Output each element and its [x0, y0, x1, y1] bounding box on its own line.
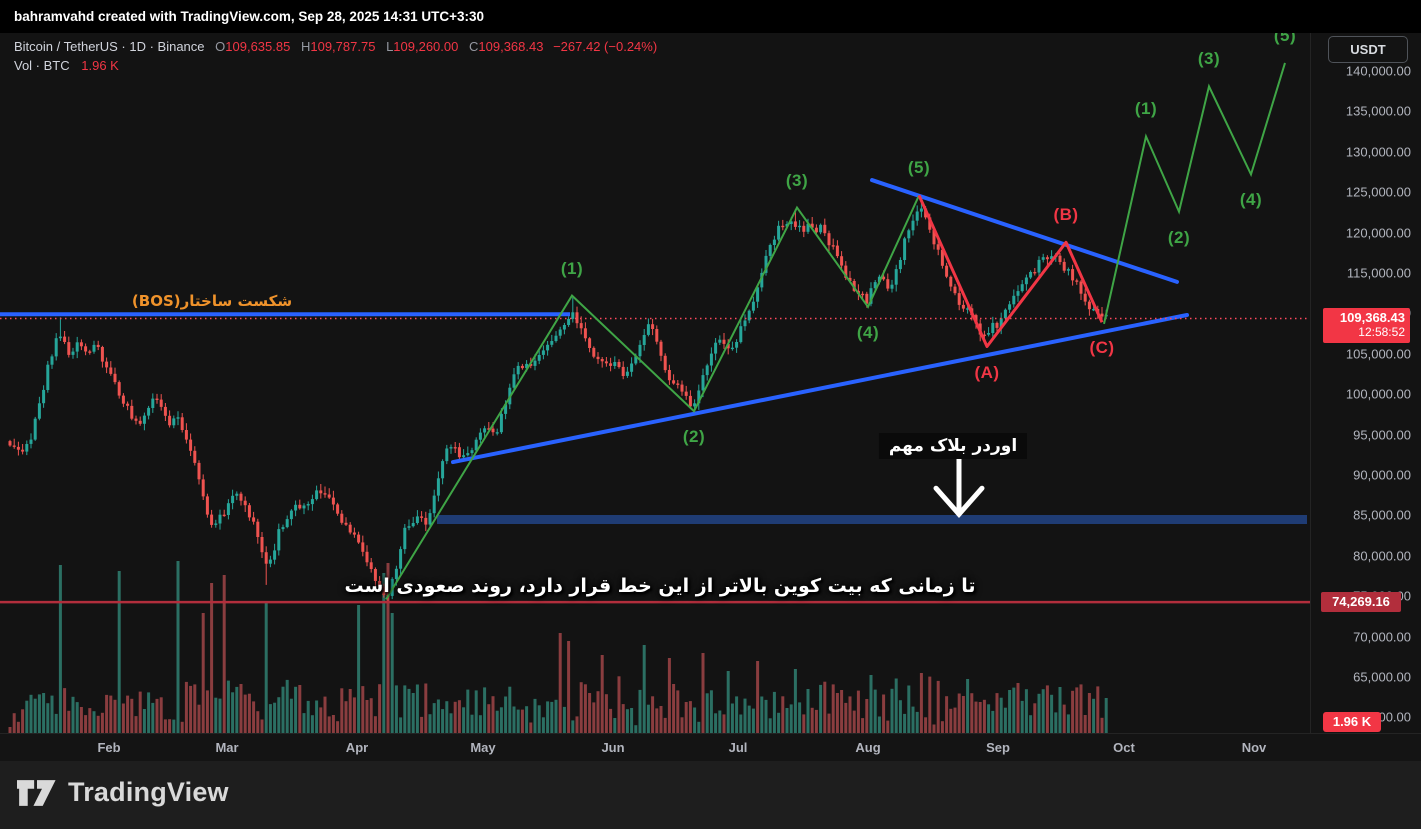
change-value: −267.42 (−0.24%)	[553, 39, 658, 54]
time-axis-label-sep: Sep	[986, 740, 1010, 755]
price-tick: 125,000.00	[1345, 184, 1411, 200]
volume-value-label: 1.96 K	[1323, 712, 1381, 732]
price-tick: 80,000.00	[1353, 548, 1411, 564]
price-tick: 100,000.00	[1345, 386, 1411, 402]
footer-bar: TradingView	[0, 761, 1421, 829]
wave-label-impulse-4: (4)	[856, 322, 880, 342]
down-arrow-icon	[933, 451, 985, 518]
price-tick: 65,000.00	[1353, 669, 1411, 685]
wave-label-projection-1: (1)	[1134, 99, 1158, 119]
time-axis-label-jul: Jul	[728, 740, 748, 755]
tradingview-brand-text: TradingView	[68, 777, 229, 807]
price-tick: 130,000.00	[1345, 144, 1411, 160]
wave-label-projection-4: (4)	[1239, 190, 1263, 210]
wave-label-correction-C: (C)	[1089, 338, 1115, 358]
ohlc-close-value: 109,368.43	[478, 39, 544, 54]
last-price-value: 109,368.43	[1339, 309, 1405, 325]
candlestick-chart[interactable]	[0, 33, 1310, 733]
symbol-title[interactable]: Bitcoin / TetherUS · 1D · Binance	[14, 39, 205, 54]
ohlc-open-letter: O	[215, 39, 226, 54]
wave-label-correction-A: (A)	[974, 362, 1000, 382]
price-axis[interactable]: USDT 140,000.00 135,000.00 130,000.00 125,0…	[1310, 33, 1421, 733]
price-tick: 135,000.00	[1345, 103, 1411, 119]
time-axis-label-feb: Feb	[97, 740, 121, 755]
ohlc-open-value: 109,635.85	[225, 39, 291, 54]
ohlc-high-value: 109,787.75	[310, 39, 376, 54]
tradingview-brand[interactable]: TradingView	[17, 777, 229, 808]
ohlc-high-letter: H	[300, 39, 311, 54]
ohlc-close-letter: C	[469, 39, 479, 54]
wave-label-projection-2: (2)	[1167, 227, 1191, 247]
price-tick: 115,000.00	[1346, 265, 1411, 281]
chart-pane[interactable]: Bitcoin / TetherUS · 1D · Binance O109,6…	[0, 33, 1310, 733]
time-axis-label-may: May	[470, 740, 496, 755]
ohlc-low-letter: L	[386, 39, 394, 54]
support-level-label: 74,269.16	[1321, 592, 1401, 613]
price-tick: 105,000.00	[1345, 346, 1411, 362]
order-block-annotation[interactable]: اوردر بلاک مهم	[878, 433, 1028, 460]
price-tick: 120,000.00	[1345, 225, 1411, 241]
price-tick: 140,000.00	[1345, 63, 1411, 79]
wave-label-projection-3: (3)	[1197, 49, 1221, 69]
wave-label-projection-5: (5)	[1273, 33, 1297, 45]
wave-label-impulse-3: (3)	[785, 170, 809, 190]
price-tick: 85,000.00	[1353, 507, 1411, 523]
volume-indicator-label[interactable]: Vol · BTC	[14, 58, 70, 73]
wave-label-impulse-5: (5)	[907, 158, 931, 178]
time-axis-label-aug: Aug	[855, 740, 881, 755]
time-axis-label-apr: Apr	[345, 740, 369, 755]
bos-annotation[interactable]: شکست ساختار(BOS)	[131, 292, 293, 311]
time-axis-label-nov: Nov	[1241, 740, 1267, 755]
last-price-label: 109,368.43 12:58:52	[1323, 307, 1410, 343]
tradingview-logo-icon	[17, 779, 56, 806]
price-tick: 70,000.00	[1353, 629, 1411, 645]
bar-countdown: 12:58:52	[1358, 324, 1405, 339]
time-axis-label-mar: Mar	[215, 740, 239, 755]
trend-annotation[interactable]: تا زمانی که بیت کوین بالاتر از این خط قر…	[344, 575, 976, 598]
wave-label-impulse-1: (1)	[560, 258, 584, 278]
time-axis-label-oct: Oct	[1113, 740, 1135, 755]
wave-label-impulse-2: (2)	[682, 427, 706, 447]
price-tick: 95,000.00	[1353, 427, 1411, 443]
time-axis-label-jun: Jun	[601, 740, 625, 755]
symbol-legend: Bitcoin / TetherUS · 1D · Binance O109,6…	[14, 39, 657, 73]
time-axis[interactable]: Feb Mar Apr May Jun Jul Aug Sep Oct Nov	[0, 733, 1421, 761]
ohlc-low-value: 109,260.00	[393, 39, 459, 54]
currency-toggle-button[interactable]: USDT	[1328, 36, 1408, 63]
volume-indicator-value: 1.96 K	[81, 58, 119, 73]
attribution-bar: bahramvahd created with TradingView.com,…	[0, 0, 1421, 33]
wave-label-correction-B: (B)	[1053, 205, 1079, 225]
price-tick: 90,000.00	[1353, 467, 1411, 483]
